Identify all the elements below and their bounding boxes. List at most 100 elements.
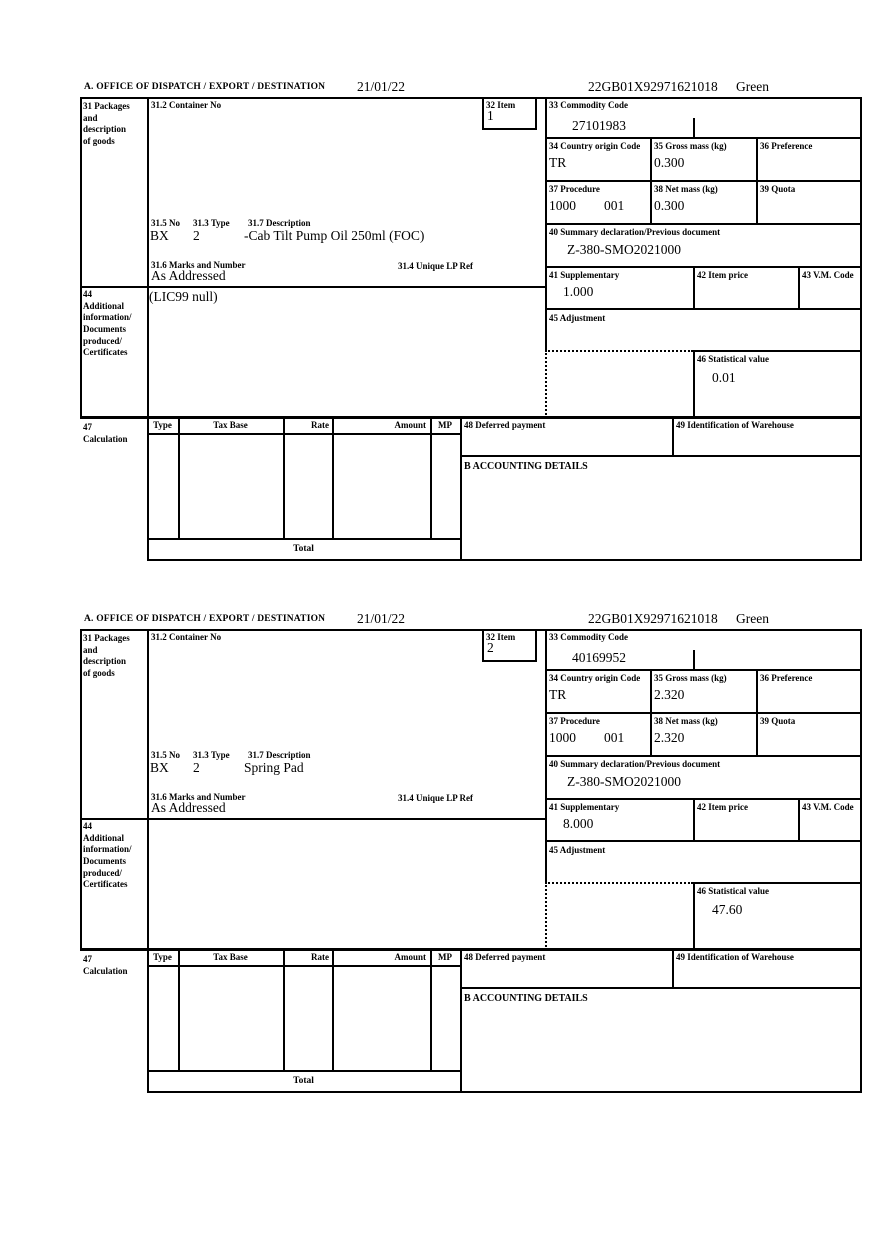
grid-line (178, 416, 180, 540)
grid-line (283, 416, 285, 540)
box31-label: 31 Packages and description of goods (83, 633, 130, 679)
col-header-mp: MP (438, 952, 452, 962)
movement-reference: 22GB01X92971621018 (588, 611, 718, 626)
grid-line (535, 97, 537, 130)
grid-line (860, 97, 862, 561)
grid-line (147, 433, 460, 435)
commodity-code-value: 40169952 (572, 650, 626, 665)
office-of-dispatch-label: A. OFFICE OF DISPATCH / EXPORT / DESTINA… (84, 82, 326, 92)
marks-value: As Addressed (151, 800, 226, 815)
grid-line (430, 416, 432, 540)
grid-line (147, 965, 460, 967)
vm-code-label: 43 V.M. Code (802, 270, 854, 280)
description-value: Spring Pad (244, 760, 304, 775)
commodity-code-divider (693, 118, 695, 139)
grid-line (460, 416, 462, 561)
package-no-label: 31.5 No (151, 218, 180, 228)
warehouse-id-label: 49 Identification of Warehouse (676, 952, 794, 962)
statistical-value-label: 46 Statistical value (697, 886, 769, 896)
box31-label: 31 Packages and description of goods (83, 101, 130, 147)
grid-line (178, 948, 180, 1072)
movement-reference: 22GB01X92971621018 (588, 79, 718, 94)
container-no-label: 31.2 Container No (151, 100, 222, 110)
grid-line (482, 128, 537, 130)
net-mass-value: 0.300 (654, 198, 685, 213)
preference-label: 36 Preference (760, 141, 813, 151)
item-block: A. OFFICE OF DISPATCH / EXPORT / DESTINA… (80, 611, 862, 1093)
routing-status: Green (736, 611, 769, 626)
adjustment-label: 45 Adjustment (549, 845, 606, 855)
description-label: 31.7 Description (248, 218, 311, 228)
grid-line (283, 948, 285, 1072)
marks-value: As Addressed (151, 268, 226, 283)
grid-line (693, 882, 862, 884)
previous-document-label: 40 Summary declaration/Previous document (549, 759, 721, 769)
grid-line (482, 660, 537, 662)
package-type-label: 31.3 Type (193, 218, 230, 228)
grid-line (545, 840, 862, 842)
total-label: Total (293, 1076, 314, 1086)
dotted-line (545, 882, 547, 950)
net-mass-label: 38 Net mass (kg) (654, 184, 718, 194)
description-label: 31.7 Description (248, 750, 311, 760)
commodity-code-label: 33 Commodity Code (549, 632, 628, 642)
grid-line (545, 137, 862, 139)
col-header-amount: Amount (394, 952, 426, 962)
unique-lp-ref-label: 31.4 Unique LP Ref (398, 261, 474, 271)
preference-label: 36 Preference (760, 673, 813, 683)
procedure-suffix: 001 (604, 198, 625, 213)
procedure-label: 37 Procedure (549, 716, 600, 726)
col-header-rate: Rate (311, 952, 329, 962)
col-header-amount: Amount (394, 420, 426, 430)
marks-label: 31.6 Marks and Number (151, 260, 246, 270)
grid-line (80, 416, 862, 419)
grid-line (460, 455, 862, 457)
grid-line (80, 97, 82, 418)
grid-line (545, 712, 862, 714)
dispatch-date: 21/01/22 (357, 79, 406, 94)
grid-line (460, 987, 862, 989)
statistical-value-label: 46 Statistical value (697, 354, 769, 364)
warehouse-id-label: 49 Identification of Warehouse (676, 420, 794, 430)
grid-line (693, 350, 862, 352)
vm-code-label: 43 V.M. Code (802, 802, 854, 812)
gross-mass-label: 35 Gross mass (kg) (654, 673, 727, 683)
grid-line (693, 350, 695, 418)
gross-mass-label: 35 Gross mass (kg) (654, 141, 727, 151)
col-header-mp: MP (438, 420, 452, 430)
total-label: Total (293, 544, 314, 554)
grid-line (332, 948, 334, 1072)
package-no-label: 31.5 No (151, 750, 180, 760)
item-number-value: 2 (487, 640, 494, 655)
grid-line (80, 629, 82, 950)
col-header-type: Type (153, 952, 172, 962)
grid-line (430, 948, 432, 1072)
col-header-rate: Rate (311, 420, 329, 430)
grid-line (672, 948, 674, 989)
grid-line (80, 629, 862, 631)
supplementary-value: 8.000 (563, 816, 594, 831)
package-no-value: BX (150, 228, 169, 243)
grid-line (80, 948, 862, 951)
statistical-value: 0.01 (712, 370, 736, 385)
accounting-details-label: B ACCOUNTING DETAILS (464, 461, 588, 472)
grid-line (545, 629, 547, 884)
package-type-value: 2 (193, 228, 200, 243)
grid-line (650, 669, 652, 757)
grid-line (545, 266, 862, 268)
office-of-dispatch-label: A. OFFICE OF DISPATCH / EXPORT / DESTINA… (84, 614, 326, 624)
grid-line (545, 755, 862, 757)
package-type-value: 2 (193, 760, 200, 775)
box44-label: 44 Additional information/ Documents pro… (83, 289, 132, 358)
quota-label: 39 Quota (760, 184, 796, 194)
container-no-label: 31.2 Container No (151, 632, 222, 642)
grid-line (545, 223, 862, 225)
dotted-line (545, 350, 547, 418)
procedure-value: 1000 001 (549, 198, 625, 213)
grid-line (693, 798, 695, 842)
adjustment-label: 45 Adjustment (549, 313, 606, 323)
grid-line (545, 669, 862, 671)
dispatch-date: 21/01/22 (357, 611, 406, 626)
description-value: -Cab Tilt Pump Oil 250ml (FOC) (244, 228, 425, 243)
grid-line (147, 97, 149, 561)
